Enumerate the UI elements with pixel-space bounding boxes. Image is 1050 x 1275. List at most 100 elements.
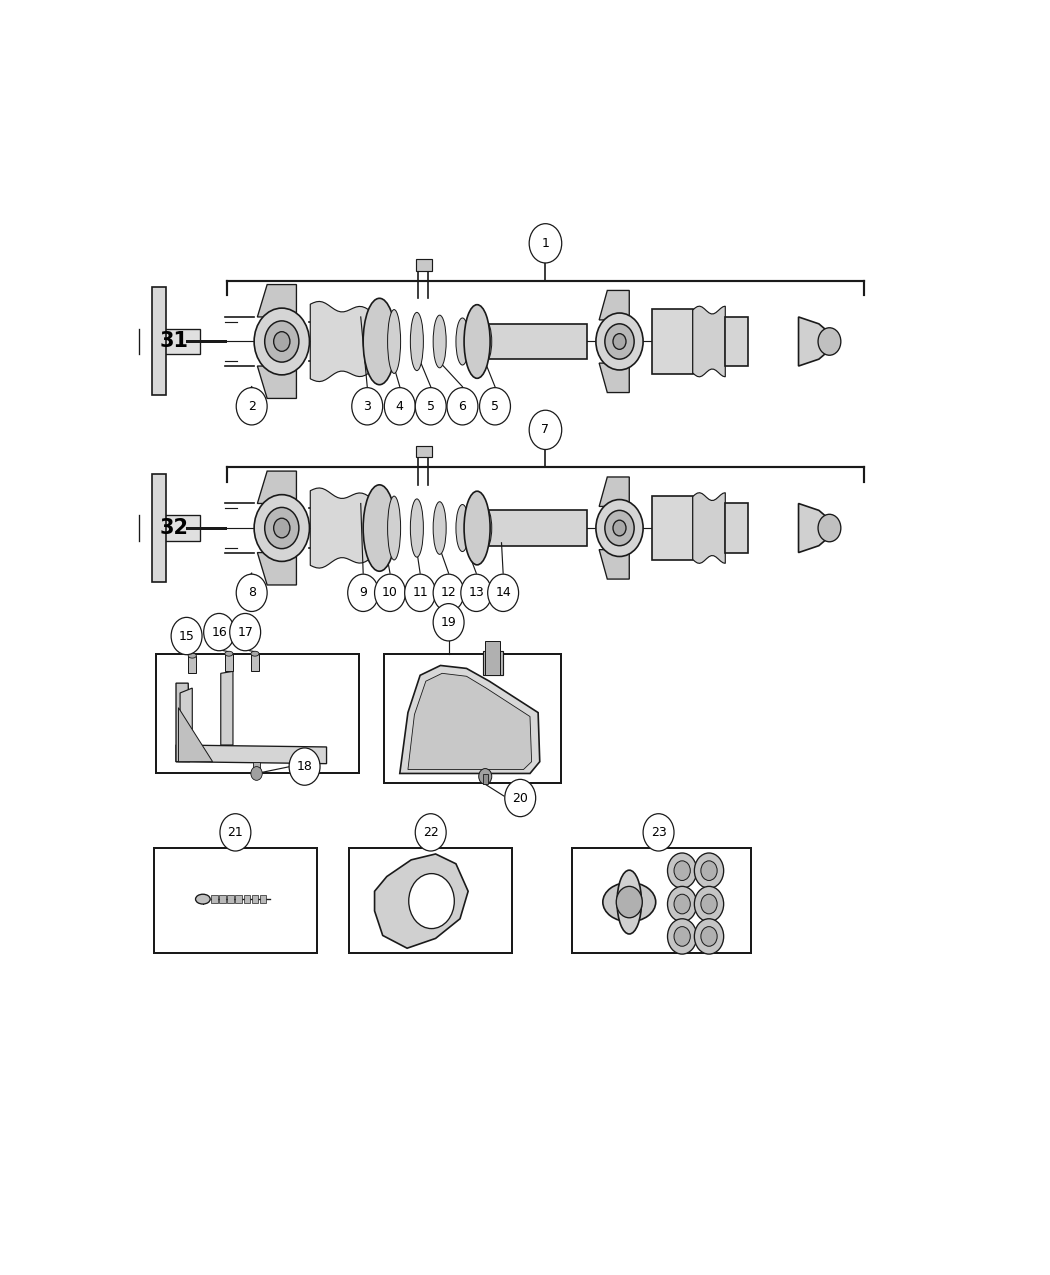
Circle shape [236, 574, 267, 612]
Ellipse shape [605, 324, 634, 360]
Bar [481, 324, 587, 360]
Bar [350, 848, 512, 954]
Polygon shape [176, 745, 327, 764]
Text: 15: 15 [178, 630, 194, 643]
Polygon shape [400, 666, 540, 774]
Text: 23: 23 [651, 826, 667, 839]
Circle shape [348, 574, 379, 612]
Bar [244, 895, 250, 903]
Circle shape [204, 613, 234, 650]
Ellipse shape [265, 321, 299, 362]
Circle shape [219, 813, 251, 850]
Circle shape [251, 766, 262, 780]
Bar [481, 510, 587, 546]
Circle shape [694, 886, 723, 922]
Text: 2: 2 [248, 400, 255, 413]
Circle shape [434, 603, 464, 641]
Text: 17: 17 [237, 626, 253, 639]
Text: 12: 12 [441, 586, 457, 599]
Circle shape [171, 617, 202, 654]
Circle shape [480, 388, 510, 425]
Bar [652, 496, 693, 561]
Circle shape [487, 574, 519, 612]
Bar [151, 287, 166, 395]
Ellipse shape [603, 882, 655, 922]
Polygon shape [311, 488, 372, 569]
Polygon shape [181, 688, 192, 745]
Text: 14: 14 [496, 586, 511, 599]
Text: 6: 6 [459, 400, 466, 413]
Circle shape [529, 411, 562, 450]
Ellipse shape [363, 484, 396, 571]
Ellipse shape [254, 495, 310, 561]
Polygon shape [257, 552, 296, 585]
Circle shape [668, 919, 697, 954]
Circle shape [408, 873, 455, 928]
Circle shape [643, 813, 674, 850]
Ellipse shape [613, 520, 626, 536]
Circle shape [701, 894, 717, 914]
Bar [211, 895, 217, 903]
Ellipse shape [434, 315, 446, 367]
Polygon shape [407, 673, 531, 770]
Ellipse shape [387, 496, 401, 560]
Circle shape [674, 894, 690, 914]
Text: 5: 5 [491, 400, 499, 413]
Circle shape [529, 223, 562, 263]
Bar [151, 474, 166, 581]
Polygon shape [257, 470, 296, 504]
Circle shape [404, 574, 436, 612]
Ellipse shape [613, 334, 626, 349]
Text: 16: 16 [211, 626, 227, 639]
Bar [225, 654, 233, 672]
Ellipse shape [479, 507, 491, 548]
Circle shape [415, 388, 446, 425]
Text: 32: 32 [159, 518, 188, 538]
Bar [252, 895, 258, 903]
Circle shape [230, 613, 260, 650]
Polygon shape [693, 306, 726, 377]
Text: 21: 21 [228, 826, 244, 839]
Circle shape [674, 927, 690, 946]
Bar [155, 329, 201, 354]
Bar [251, 654, 259, 672]
Circle shape [375, 574, 405, 612]
Bar [483, 650, 503, 676]
Ellipse shape [596, 314, 643, 370]
Polygon shape [600, 550, 629, 579]
Text: 8: 8 [248, 586, 256, 599]
Polygon shape [798, 317, 833, 366]
Ellipse shape [188, 653, 196, 658]
Polygon shape [220, 672, 233, 745]
Bar [652, 309, 693, 374]
Bar [188, 655, 196, 673]
Polygon shape [798, 504, 833, 552]
Text: 10: 10 [382, 586, 398, 599]
Bar [155, 515, 201, 541]
Ellipse shape [464, 491, 490, 565]
Circle shape [479, 769, 491, 784]
Polygon shape [257, 284, 296, 317]
Bar [227, 895, 234, 903]
Text: 31: 31 [159, 332, 188, 352]
Text: 13: 13 [468, 586, 484, 599]
Bar [416, 259, 433, 270]
Text: 9: 9 [359, 586, 368, 599]
Circle shape [384, 388, 415, 425]
Circle shape [668, 853, 697, 889]
Text: 7: 7 [542, 423, 549, 436]
Polygon shape [178, 708, 212, 761]
Circle shape [694, 853, 723, 889]
Text: 20: 20 [512, 792, 528, 805]
Bar [253, 761, 259, 771]
Text: 4: 4 [396, 400, 403, 413]
Ellipse shape [605, 510, 634, 546]
Polygon shape [600, 477, 629, 506]
Circle shape [461, 574, 491, 612]
Ellipse shape [456, 505, 469, 552]
Bar [483, 774, 487, 784]
Bar [726, 504, 748, 552]
Polygon shape [257, 366, 296, 398]
Ellipse shape [251, 652, 259, 657]
Ellipse shape [617, 870, 642, 935]
